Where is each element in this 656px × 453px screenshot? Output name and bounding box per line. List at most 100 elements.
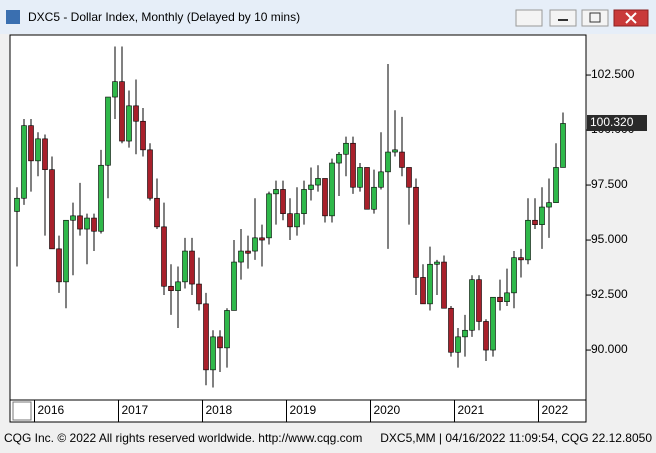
- link-button[interactable]: [515, 9, 543, 27]
- y-tick-label: 90.000: [591, 342, 628, 356]
- candle-body: [448, 307, 454, 353]
- candle-body: [119, 81, 125, 142]
- x-axis-band: [9, 399, 587, 423]
- candle-body: [441, 261, 447, 309]
- candle-body: [364, 167, 370, 210]
- candle-body: [525, 219, 531, 261]
- candle-body: [112, 81, 118, 98]
- candle-body: [147, 149, 153, 199]
- candle-body: [420, 277, 426, 305]
- candle-body: [553, 167, 559, 203]
- candle-body: [238, 250, 244, 263]
- candle-body: [245, 250, 251, 254]
- candle-body: [273, 189, 279, 195]
- candle-body: [427, 263, 433, 305]
- candle-body: [91, 217, 97, 232]
- candle-body: [105, 96, 111, 166]
- last-price-label: 100.320: [590, 115, 634, 129]
- x-tick-label: 2017: [122, 403, 149, 417]
- candle-body: [189, 250, 195, 285]
- candle-body: [322, 178, 328, 217]
- corner-box[interactable]: [12, 401, 32, 421]
- x-tick-label: 2020: [374, 403, 401, 417]
- candle-body: [154, 197, 160, 228]
- candle-body: [546, 202, 552, 208]
- candle-body: [301, 189, 307, 214]
- x-tick-label: 2019: [290, 403, 317, 417]
- candle-body: [14, 197, 20, 212]
- candle-body: [462, 329, 468, 338]
- candle-body: [504, 292, 510, 302]
- candle-body: [406, 167, 412, 188]
- candle-body: [385, 151, 391, 173]
- candle-body: [133, 105, 139, 122]
- candle-body: [371, 186, 377, 210]
- y-tick-label: 92.500: [591, 287, 628, 301]
- candle-body: [210, 336, 216, 371]
- candle-body: [77, 215, 83, 230]
- y-tick-label: 102.500: [591, 67, 635, 81]
- candle-body: [497, 296, 503, 302]
- candle-body: [63, 219, 69, 283]
- candle-body: [259, 237, 265, 241]
- app-icon: [6, 10, 20, 24]
- candle-body: [343, 142, 349, 155]
- candle-body: [266, 193, 272, 239]
- title-bar: [0, 0, 656, 34]
- x-tick-label: 2022: [542, 403, 569, 417]
- candle-body: [483, 321, 489, 351]
- candle-body: [294, 213, 300, 228]
- last-price-box: [587, 115, 647, 132]
- candle-body: [511, 257, 517, 294]
- candle-body: [280, 189, 286, 214]
- footer-left: CQG Inc. © 2022 All rights reserved worl…: [4, 431, 362, 445]
- candle-body: [329, 162, 335, 217]
- candle-body: [434, 261, 440, 265]
- candle-body: [42, 138, 48, 170]
- candle-body: [252, 237, 258, 252]
- candle-body: [231, 261, 237, 311]
- candle-body: [399, 151, 405, 168]
- candle-body: [49, 169, 55, 250]
- candle-body: [140, 120, 146, 151]
- candle-body: [182, 250, 188, 283]
- candle-body: [175, 281, 181, 291]
- candle-body: [196, 283, 202, 305]
- candle-body: [350, 142, 356, 188]
- x-tick-label: 2016: [38, 403, 65, 417]
- candle-body: [532, 219, 538, 225]
- candle-body: [28, 125, 34, 162]
- y-tick-label: 97.500: [591, 177, 628, 191]
- candle-body: [336, 153, 342, 164]
- candle-body: [217, 336, 223, 349]
- candle-body: [224, 310, 230, 349]
- close-icon: [625, 12, 637, 24]
- candle-body: [308, 184, 314, 190]
- candle-body: [21, 125, 27, 199]
- minimize-button[interactable]: [549, 9, 577, 27]
- candle-body: [84, 217, 90, 230]
- candle-body: [161, 226, 167, 287]
- x-tick-label: 2018: [206, 403, 233, 417]
- maximize-icon: [589, 12, 601, 23]
- candle-body: [378, 171, 384, 188]
- candle-body: [357, 167, 363, 188]
- candle-body: [392, 149, 398, 153]
- candle-body: [455, 336, 461, 353]
- candle-body: [203, 303, 209, 371]
- candle-body: [469, 279, 475, 331]
- candle-body: [490, 296, 496, 351]
- candle-body: [98, 164, 104, 232]
- candle-body: [70, 215, 76, 221]
- candle-body: [287, 213, 293, 228]
- candle-body: [56, 248, 62, 283]
- candle-body: [476, 279, 482, 322]
- candle-body: [560, 123, 566, 168]
- maximize-button[interactable]: [581, 9, 609, 27]
- candle-body: [518, 257, 524, 261]
- candle-body: [35, 138, 41, 162]
- candle-body: [539, 206, 545, 225]
- candle-body: [168, 285, 174, 291]
